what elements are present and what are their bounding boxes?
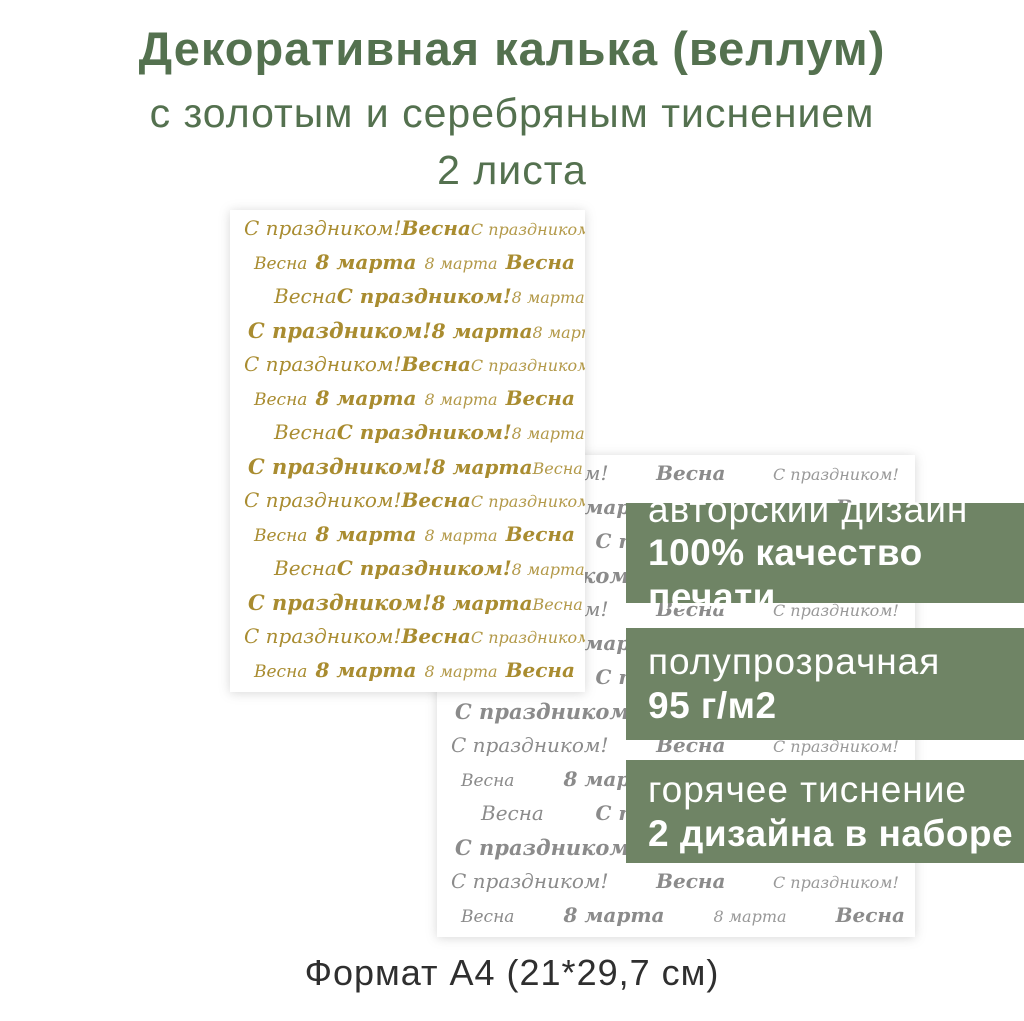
embossed-phrase: С праздником!: [336, 284, 512, 308]
embossed-phrase: Весна: [505, 522, 575, 546]
embossed-phrase: 8 марта: [713, 907, 787, 926]
embossed-phrase: Весна: [505, 386, 575, 410]
sheet-text-row: Весна 8 марта 8 марта Весна: [447, 903, 905, 937]
embossed-phrase: С праздником!: [772, 601, 899, 620]
embossed-phrase: Весна: [532, 459, 583, 478]
embossed-phrase: С праздником!: [336, 420, 512, 444]
embossed-phrase: 8 марта: [532, 323, 585, 342]
embossed-phrase: С праздником!: [455, 835, 639, 860]
embossed-phrase: 8 марта: [315, 386, 417, 410]
badge-text-bold: 2 дизайна в наборе: [648, 812, 1014, 854]
embossed-phrase: 8 марта: [424, 254, 498, 273]
embossed-phrase: Весна: [274, 420, 337, 444]
embossed-phrase: Весна: [505, 658, 575, 682]
embossed-phrase: С праздником!: [470, 628, 585, 647]
badge-text: полупрозрачная: [648, 641, 941, 683]
embossed-phrase: Весна: [656, 869, 726, 893]
embossed-phrase: Весна: [254, 254, 308, 274]
sheet-text-row: Весна 8 марта 8 марта Весна: [240, 522, 575, 556]
sheet-text-row: С праздником! Весна С праздником!: [447, 869, 905, 903]
feature-badge-foil: горячее тиснение 2 дизайна в наборе: [626, 760, 1024, 863]
embossed-phrase: Весна: [835, 903, 905, 927]
sheet-text-row: Весна 8 марта 8 марта Весна: [240, 250, 575, 284]
embossed-phrase: С праздником!: [336, 556, 512, 580]
embossed-phrase: С праздником!: [244, 352, 402, 376]
feature-badge-paper: полупрозрачная 95 г/м2: [626, 628, 1024, 740]
feature-badge-design: авторский дизайн 100% качество печати: [626, 489, 1024, 617]
embossed-phrase: С праздником!: [248, 454, 432, 479]
embossed-phrase: Весна: [401, 624, 471, 648]
title-line-3: 2 листа: [437, 147, 587, 194]
embossed-phrase: С праздником!: [451, 869, 609, 893]
embossed-phrase: 8 марта: [424, 526, 498, 545]
embossed-phrase: С праздником!: [244, 624, 402, 648]
embossed-phrase: С праздником!: [451, 733, 609, 757]
embossed-phrase: Весна: [532, 595, 583, 614]
product-title: Декоративная калька (веллум) с золотым и…: [0, 24, 1024, 194]
embossed-phrase: Весна: [481, 801, 544, 825]
embossed-phrase: Весна: [461, 771, 515, 791]
title-line-1: Декоративная калька (веллум): [138, 22, 886, 75]
embossed-phrase: Весна: [401, 488, 471, 512]
embossed-phrase: 8 марта: [511, 288, 585, 307]
embossed-phrase: С праздником!: [470, 492, 585, 511]
embossed-phrase: С праздником!: [470, 356, 585, 375]
embossed-phrase: Весна: [505, 250, 575, 274]
embossed-phrase: Весна: [274, 284, 337, 308]
embossed-phrase: Весна: [461, 907, 515, 927]
embossed-phrase: 8 марта: [563, 903, 665, 927]
embossed-phrase: С праздником!: [772, 737, 899, 756]
embossed-phrase: 8 марта: [431, 591, 533, 615]
gold-foil-sheet: С праздником! Весна С праздником! Весна 8 ма…: [230, 210, 585, 692]
embossed-phrase: 8 марта: [424, 662, 498, 681]
embossed-phrase: С праздником!: [248, 590, 432, 615]
title-line-2: с золотым и серебряным тиснением: [149, 90, 875, 137]
embossed-phrase: 8 марта: [511, 560, 585, 579]
format-caption: Формат А4 (21*29,7 см): [304, 952, 720, 993]
embossed-phrase: Весна: [656, 461, 726, 485]
embossed-phrase: 8 марта: [511, 424, 585, 443]
embossed-phrase: Весна: [254, 662, 308, 682]
embossed-phrase: С праздником!: [244, 216, 402, 240]
badge-text: авторский дизайн: [648, 488, 969, 530]
sheet-text-row: Весна 8 марта 8 марта Весна: [240, 386, 575, 420]
embossed-phrase: Весна: [401, 352, 471, 376]
embossed-phrase: Весна: [274, 556, 337, 580]
sheet-text-row: Весна 8 марта 8 марта Весна: [240, 658, 575, 692]
embossed-phrase: Весна: [254, 526, 308, 546]
embossed-phrase: Весна: [401, 216, 471, 240]
embossed-phrase: С праздником!: [244, 488, 402, 512]
embossed-phrase: Весна: [254, 390, 308, 410]
badge-text-bold: 100% качество печати: [648, 532, 923, 617]
embossed-phrase: 8 марта: [424, 390, 498, 409]
embossed-phrase: 8 марта: [315, 522, 417, 546]
embossed-phrase: С праздником!: [470, 220, 585, 239]
embossed-phrase: 8 марта: [315, 658, 417, 682]
embossed-phrase: С праздником!: [772, 465, 899, 484]
embossed-phrase: С праздником!: [455, 699, 639, 724]
badge-text: горячее тиснение: [648, 768, 967, 810]
embossed-phrase: 8 марта: [431, 455, 533, 479]
embossed-phrase: С праздником!: [772, 873, 899, 892]
badge-text-bold: 95 г/м2: [648, 685, 777, 726]
embossed-phrase: 8 марта: [431, 319, 533, 343]
embossed-phrase: С праздником!: [248, 318, 432, 343]
embossed-phrase: 8 марта: [315, 250, 417, 274]
